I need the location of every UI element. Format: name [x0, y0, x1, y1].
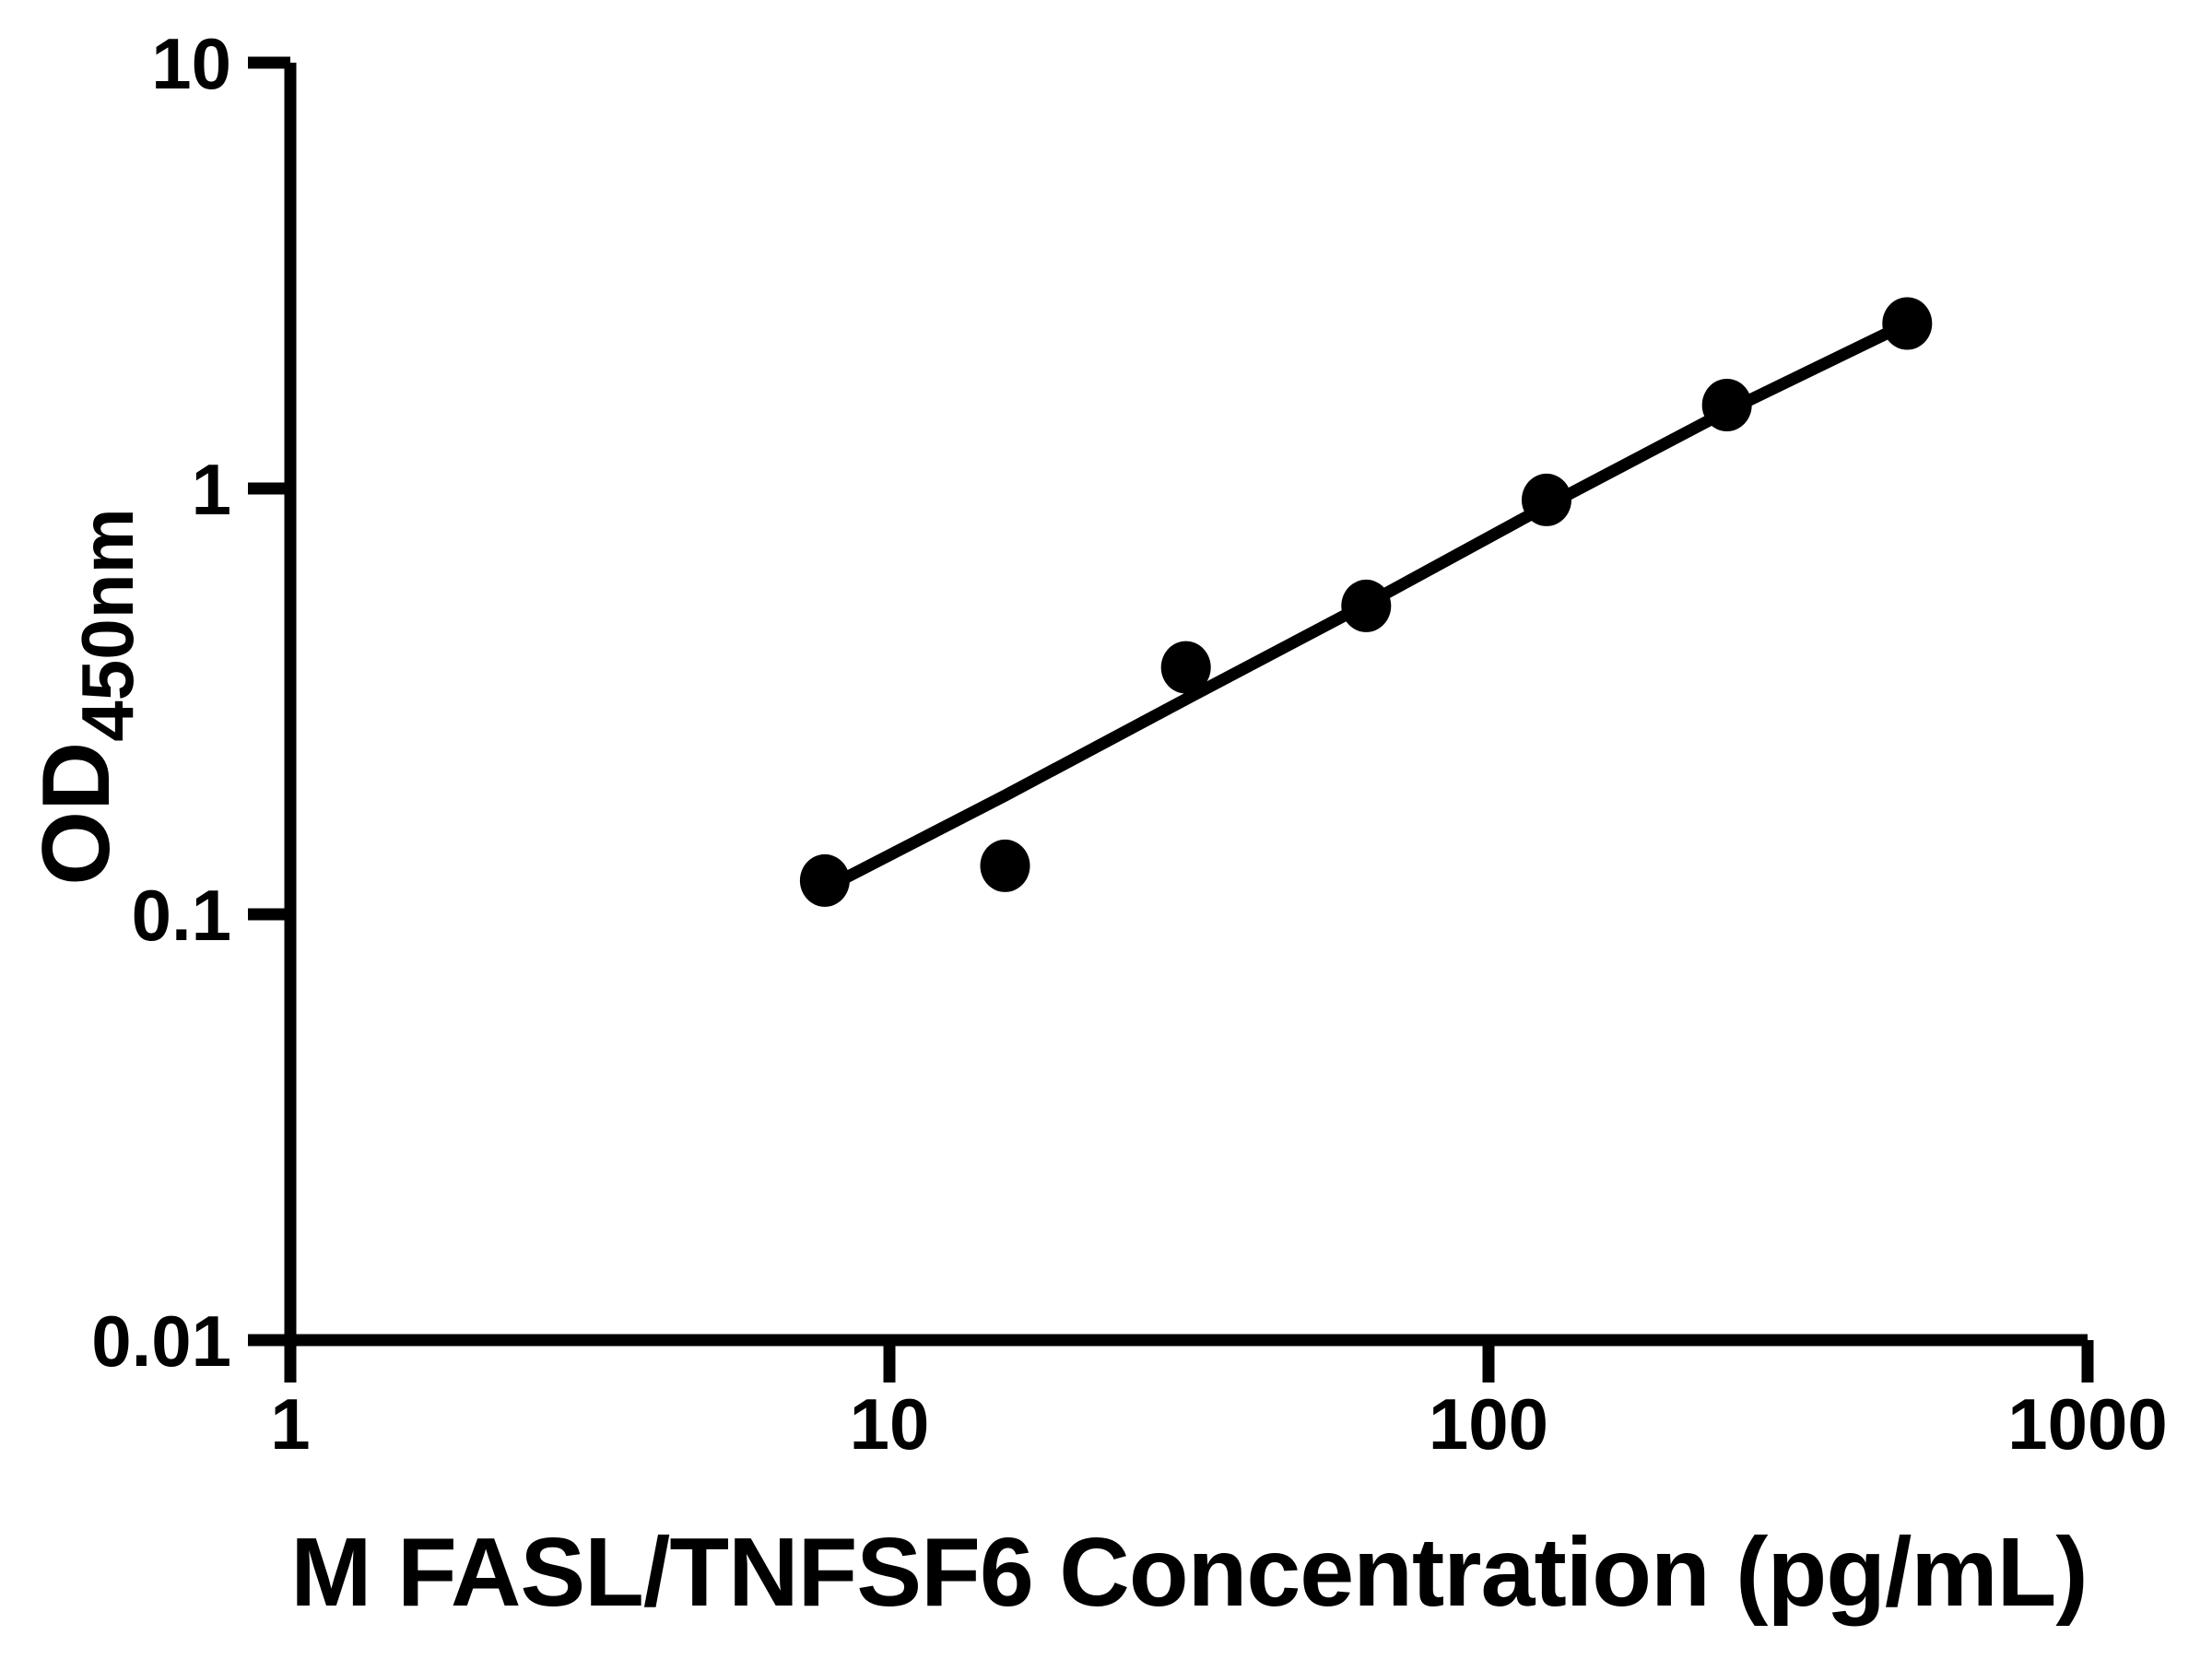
x-tick-label: 1: [270, 1383, 310, 1465]
x-tick-label: 100: [1429, 1383, 1548, 1465]
y-tick-label: 1: [192, 449, 231, 530]
data-point: [980, 839, 1030, 892]
data-point: [1882, 297, 1933, 350]
x-tick-label: 1000: [2007, 1383, 2168, 1465]
y-tick-label: 0.01: [91, 1300, 231, 1382]
data-point: [1341, 579, 1392, 632]
data-points: [799, 297, 1933, 907]
y-tick-label: 0.1: [132, 875, 231, 956]
plot-area: 10 1 0.1 0.01 1 10 100 1000: [91, 23, 2168, 1465]
data-point: [799, 853, 850, 907]
x-tick-label: 10: [850, 1383, 930, 1465]
data-point: [1701, 379, 1752, 431]
y-tick-label: 10: [151, 23, 231, 104]
y-axis-title-subscript: 450nm: [66, 508, 148, 741]
x-axis-title: M FASL/TNFSF6 Concentration (pg/mL): [290, 1518, 2087, 1627]
data-point: [1160, 641, 1211, 694]
y-axis-title: OD450nm: [23, 508, 148, 885]
y-axis-title-main: OD: [23, 742, 130, 886]
data-point: [1522, 473, 1571, 526]
x-axis-ticks: 1 10 100 1000: [270, 1340, 2168, 1465]
y-axis-ticks: 10 1 0.1 0.01: [91, 23, 290, 1382]
